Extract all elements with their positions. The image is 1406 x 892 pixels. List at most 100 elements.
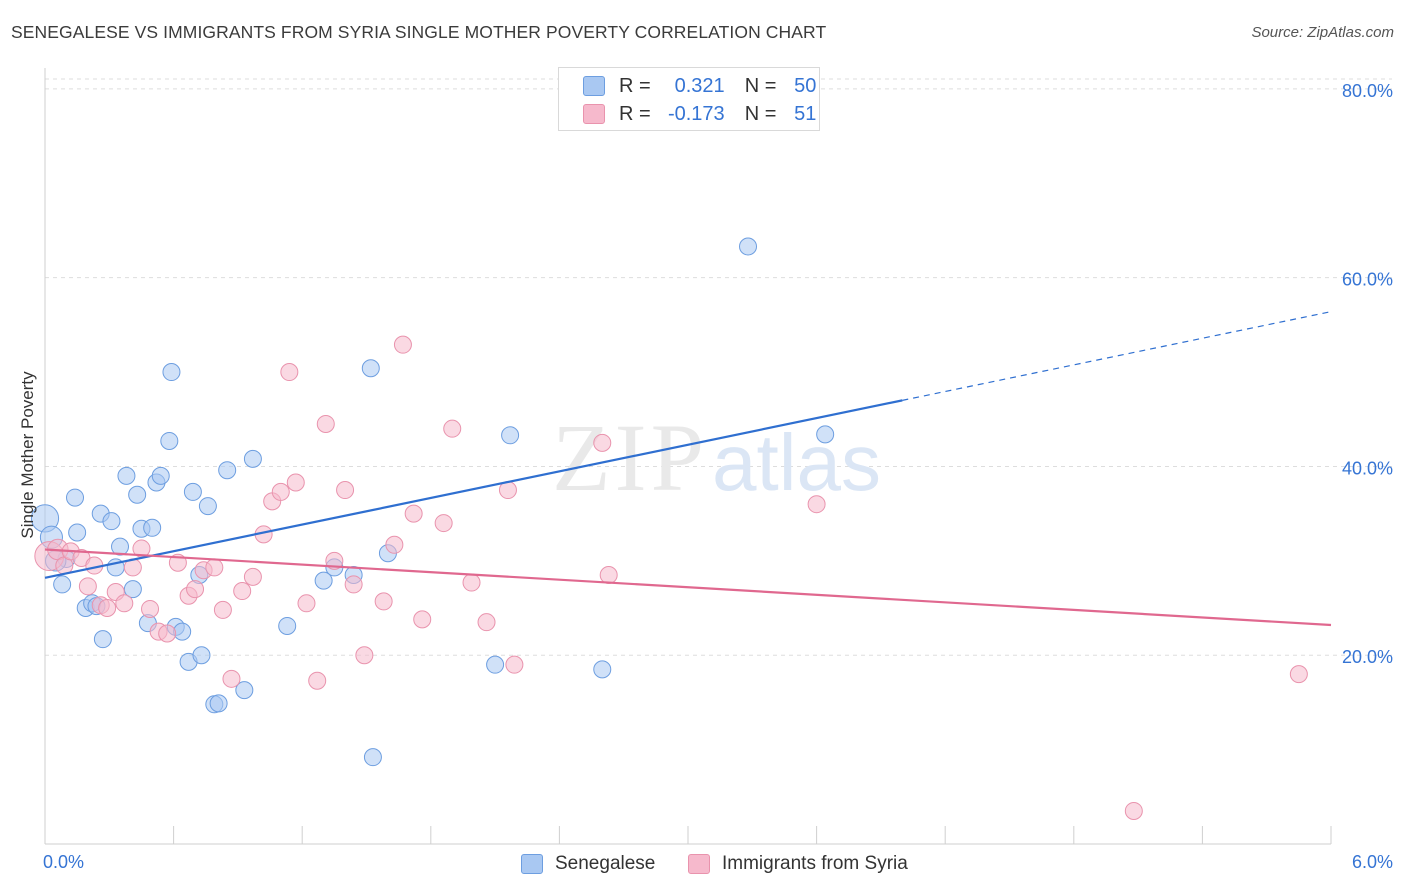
data-point [243,567,262,586]
data-point [593,660,612,679]
axes [44,68,1332,845]
data-point [183,482,202,501]
data-point [477,613,496,632]
data-point [209,694,228,713]
blue-swatch [583,76,605,96]
data-point [374,592,393,611]
data-point [486,655,505,674]
data-point [117,466,136,485]
data-point [413,610,432,629]
x-tick-label-min: 0.0% [43,852,85,872]
trend-lines [44,311,1332,627]
data-point [393,335,412,354]
x-tick-label-max: 6.0% [1351,852,1393,872]
data-point [443,419,462,438]
data-point [68,523,87,542]
stats-legend-row-syria: R = -0.173 N = 51 [583,101,816,127]
data-point [233,582,252,601]
watermark-atlas: atlas [712,418,881,507]
pink-swatch [688,854,710,874]
n-value: 51 [794,102,817,125]
data-point [53,575,72,594]
y-tick-label: 80.0% [1342,81,1393,101]
data-point [599,565,618,584]
trend-line-syria [44,548,1332,627]
y-tick-labels: 20.0% 40.0% 60.0% 80.0% [1342,81,1393,667]
y-tick-label: 40.0% [1342,458,1393,478]
legend-label: Senegalese [555,853,656,874]
data-point [102,512,121,531]
data-point [308,671,327,690]
source-label: Source: ZipAtlas.com [1251,24,1394,41]
data-point [314,571,333,590]
r-value: 0.321 [674,74,725,97]
data-point [355,646,374,665]
pink-swatch [583,104,605,124]
legend-item-senegalese: Senegalese [521,851,655,877]
data-point [363,748,382,767]
r-label: R = [619,74,651,97]
data-point [336,481,355,500]
trend-line-senegalese-projection [902,311,1332,401]
data-point [325,551,344,570]
data-point [173,622,192,641]
r-value: -0.173 [667,102,725,125]
legend-item-syria: Immigrants from Syria [688,851,908,877]
data-point [278,616,297,635]
data-point [66,488,85,507]
trend-line-senegalese [44,399,903,579]
legend-label: Immigrants from Syria [722,853,908,874]
data-point [286,473,305,492]
data-point [385,535,404,554]
n-label: N = [744,102,777,125]
data-point [93,630,112,649]
n-label: N = [744,74,777,97]
data-point [462,573,481,592]
data-point [235,681,254,700]
data-point [205,558,224,577]
data-point [316,414,335,433]
data-point [816,425,835,444]
data-point [505,655,524,674]
data-point [128,485,147,504]
data-point [1124,801,1143,820]
data-point [192,646,211,665]
data-point [98,599,117,618]
data-point [1289,665,1308,684]
data-point [739,237,758,256]
data-point [115,594,134,613]
y-tick-label: 20.0% [1342,647,1393,667]
data-point [404,504,423,523]
watermark: ZIP atlas [552,404,881,511]
data-point [213,600,232,619]
blue-swatch [521,854,543,874]
n-value: 50 [794,74,817,97]
data-point [243,449,262,468]
data-point [297,594,316,613]
data-point [271,482,290,501]
data-point [123,580,142,599]
data-point [141,599,160,618]
grid-lines [45,78,1392,656]
data-point [198,497,217,516]
data-point [151,466,170,485]
data-point [78,577,97,596]
data-point [807,495,826,514]
data-point [111,537,130,556]
data-point [361,359,380,378]
data-point [143,518,162,537]
stats-legend-row-senegalese: R = 0.321 N = 50 [583,73,816,99]
data-point [280,363,299,382]
data-point [160,431,179,450]
r-label: R = [619,102,651,125]
y-axis-label: Single Mother Poverty [18,371,37,539]
data-point [434,514,453,533]
data-point [501,426,520,445]
chart-title: SENEGALESE VS IMMIGRANTS FROM SYRIA SING… [11,22,827,42]
data-point [162,363,181,382]
data-point [222,669,241,688]
y-tick-label: 60.0% [1342,270,1393,290]
data-point [186,580,205,599]
data-point [344,575,363,594]
